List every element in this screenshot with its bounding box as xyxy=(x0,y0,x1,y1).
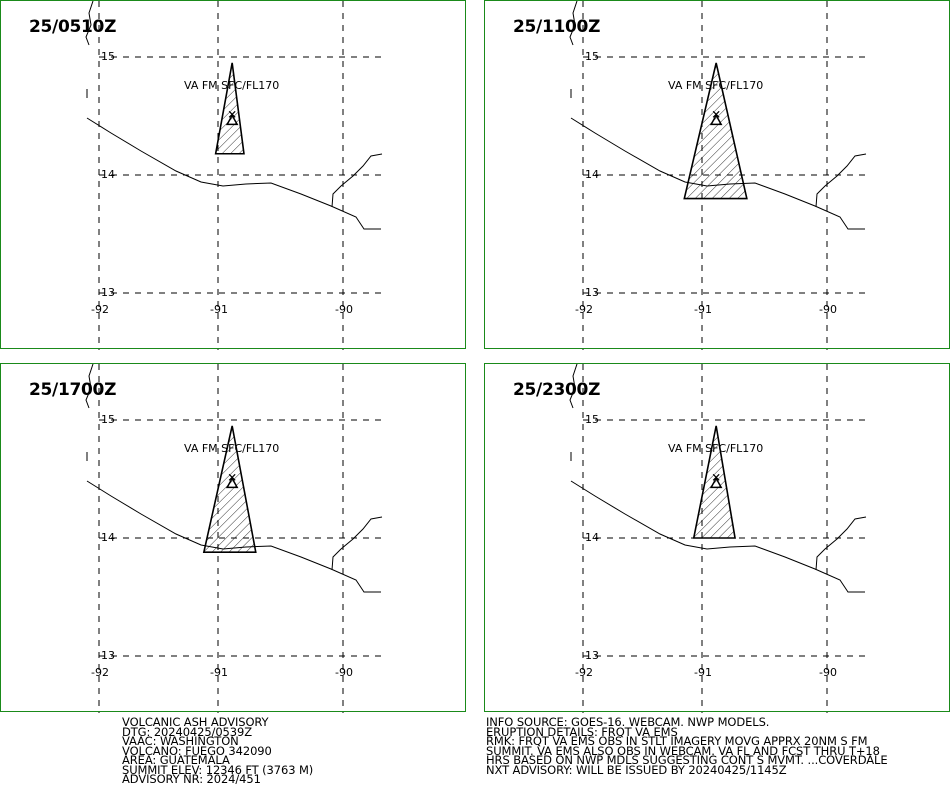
ash-cloud-polygon xyxy=(214,62,245,155)
latitude-label: 14 xyxy=(585,531,599,544)
forecast-time-label: 25/2300Z xyxy=(513,380,601,400)
longitude-label: -91 xyxy=(694,303,712,316)
ash-layer-label: VA FM SFC/FL170 xyxy=(184,442,280,455)
coastline-north xyxy=(569,364,578,409)
map-canvas xyxy=(569,1,868,350)
coastline xyxy=(570,480,865,593)
ash-cloud-polygon xyxy=(202,425,257,553)
coastline xyxy=(86,117,381,230)
advisory-line: AREA: GUATEMALA xyxy=(122,753,230,767)
forecast-panel-1: 25/1100Z VA FM SFC/FL170 15 14 13 -92 -91 -90 xyxy=(484,0,950,350)
latitude-label: 15 xyxy=(585,413,599,426)
forecast-panel-3: 25/2300Z VA FM SFC/FL170 15 14 13 -92 -91 -90 xyxy=(484,363,950,713)
advisory-line: HRS BASED ON NWP MDLS SUGGESTING CONT S … xyxy=(486,753,888,767)
latitude-label: 14 xyxy=(101,531,115,544)
forecast-time-label: 25/1100Z xyxy=(513,17,601,37)
longitude-label: -90 xyxy=(335,666,353,679)
advisory-line: NXT ADVISORY: WILL BE ISSUED BY 20240425… xyxy=(486,762,787,777)
coastline-north xyxy=(85,1,94,46)
latitude-label: 13 xyxy=(101,286,115,299)
latitude-label: 15 xyxy=(585,50,599,63)
longitude-label: -91 xyxy=(210,666,228,679)
advisory-line: RMK: FRQT VA EMS OBS IN STLT IMAGERY MOV… xyxy=(486,734,868,748)
latitude-label: 13 xyxy=(585,649,599,662)
advisory-header-left: VOLCANIC ASH ADVISORY DTG: 20240425/0539… xyxy=(122,715,314,786)
longitude-label: -90 xyxy=(819,303,837,316)
advisory-line: ADVISORY NR: 2024/451 xyxy=(122,772,261,786)
latitude-label: 14 xyxy=(585,168,599,181)
ash-cloud-polygon xyxy=(683,62,748,200)
longitude-label: -91 xyxy=(210,303,228,316)
map-canvas xyxy=(85,364,384,713)
country-border xyxy=(331,153,383,208)
longitude-label: -90 xyxy=(335,303,353,316)
longitude-label: -91 xyxy=(694,666,712,679)
advisory-line: ERUPTION DETAILS: FRQT VA EMS xyxy=(486,724,678,739)
latitude-label: 15 xyxy=(101,50,115,63)
latitude-label: 13 xyxy=(101,649,115,662)
advisory-line: VAAC: WASHINGTON xyxy=(122,734,239,748)
volcano-icon xyxy=(709,113,723,126)
advisory-line: VOLCANO: FUEGO 342090 xyxy=(122,743,272,758)
volcano-icon xyxy=(225,113,239,126)
advisory-line: SUMMIT. VA EMS ALSO OBS IN WEBCAM. VA FL… xyxy=(486,743,880,758)
country-border xyxy=(815,516,867,571)
advisory-details-right: INFO SOURCE: GOES-16. WEBCAM. NWP MODELS… xyxy=(486,715,888,777)
advisory-line: INFO SOURCE: GOES-16. WEBCAM. NWP MODELS… xyxy=(486,715,770,729)
longitude-label: -92 xyxy=(91,303,109,316)
latitude-label: 13 xyxy=(585,286,599,299)
volcano-icon xyxy=(709,476,723,489)
forecast-time-label: 25/1700Z xyxy=(29,380,117,400)
ash-layer-label: VA FM SFC/FL170 xyxy=(184,79,280,92)
map-canvas xyxy=(569,364,868,713)
longitude-label: -92 xyxy=(91,666,109,679)
coastline-north xyxy=(85,364,94,409)
advisory-line: DTG: 20240425/0539Z xyxy=(122,724,252,739)
ash-layer-label: VA FM SFC/FL170 xyxy=(668,79,764,92)
map-canvas xyxy=(85,1,384,350)
country-border xyxy=(331,516,383,571)
forecast-time-label: 25/0510Z xyxy=(29,17,117,37)
latitude-label: 15 xyxy=(101,413,115,426)
country-border xyxy=(815,153,867,208)
advisory-line: SUMMIT ELEV: 12346 FT (3763 M) xyxy=(122,762,314,777)
longitude-label: -92 xyxy=(575,666,593,679)
latitude-label: 14 xyxy=(101,168,115,181)
longitude-label: -92 xyxy=(575,303,593,316)
advisory-line: VOLCANIC ASH ADVISORY xyxy=(122,715,269,729)
longitude-label: -90 xyxy=(819,666,837,679)
volcano-icon xyxy=(225,476,239,489)
coastline-north xyxy=(569,1,578,46)
forecast-panel-0: 25/0510Z VA FM SFC/FL170 15 14 13 -92 -91 -90 xyxy=(0,0,466,350)
forecast-panel-2: 25/1700Z VA FM SFC/FL170 15 14 13 -92 -91 -90 xyxy=(0,363,466,713)
ash-layer-label: VA FM SFC/FL170 xyxy=(668,442,764,455)
